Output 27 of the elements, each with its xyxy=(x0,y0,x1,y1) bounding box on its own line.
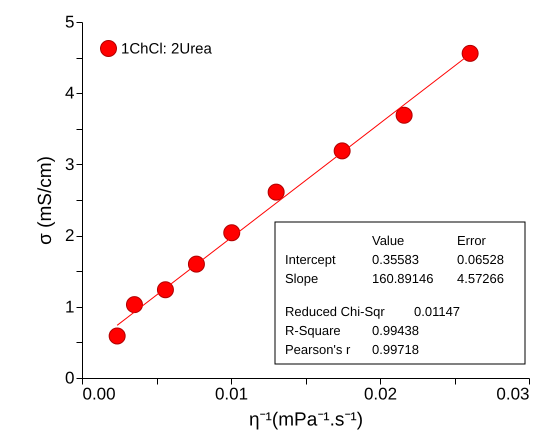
y-tick-label: 4 xyxy=(65,84,74,103)
x-tick-label: 0.01 xyxy=(214,384,248,404)
x-tick-label: 0.03 xyxy=(496,384,530,404)
annotation: Error xyxy=(457,233,487,248)
legend-label: 1ChCl: 2Urea xyxy=(121,40,213,58)
annotation: 4.57266 xyxy=(457,271,504,286)
annotation: Slope xyxy=(285,271,318,286)
y-tick-label: 2 xyxy=(65,226,74,246)
annotation: Pearson's r xyxy=(285,342,352,357)
y-tick-label: 5 xyxy=(65,12,74,32)
annotation: R-Square xyxy=(285,323,341,338)
x-axis-title: η⁻¹(mPa⁻¹.s⁻¹) xyxy=(248,410,364,430)
annotation: Value xyxy=(372,233,404,248)
annotation: Intercept xyxy=(285,252,336,267)
annotation: 160.89146 xyxy=(372,271,434,286)
annotation: 0.06528 xyxy=(457,252,504,267)
annotation: 0.99718 xyxy=(372,342,419,357)
annotation: Reduced Chi-Sqr xyxy=(285,304,386,319)
y-tick-label: 0 xyxy=(65,368,74,388)
annotation: 0.99438 xyxy=(372,323,419,338)
annotation: 0.01147 xyxy=(414,304,460,319)
y-tick-label: 1 xyxy=(65,297,74,316)
x-tick-label: 0.02 xyxy=(364,384,398,404)
y-axis-title: σ (mS/cm) xyxy=(35,156,56,245)
text: 0.00 xyxy=(82,384,116,404)
annotation: 0.35583 xyxy=(372,252,419,267)
y-tick-label: 3 xyxy=(65,154,74,174)
